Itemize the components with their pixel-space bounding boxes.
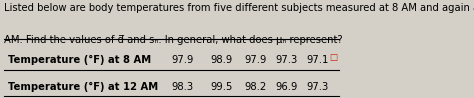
Text: 99.5: 99.5 [210, 82, 233, 92]
Text: 98.3: 98.3 [172, 82, 193, 92]
Text: 97.3: 97.3 [275, 55, 298, 65]
Text: AM. Find the values of d̅ and sₙ. In general, what does μₙ represent?: AM. Find the values of d̅ and sₙ. In gen… [4, 34, 343, 44]
Text: 97.9: 97.9 [172, 55, 194, 65]
Text: □: □ [329, 53, 337, 62]
Text: 98.2: 98.2 [245, 82, 267, 92]
Text: Listed below are body temperatures from five different subjects measured at 8 AM: Listed below are body temperatures from … [4, 3, 474, 13]
Text: 98.9: 98.9 [210, 55, 233, 65]
Text: 96.9: 96.9 [275, 82, 298, 92]
Text: Temperature (°F) at 12 AM: Temperature (°F) at 12 AM [8, 82, 158, 92]
Text: 97.1: 97.1 [306, 55, 328, 65]
Text: 97.3: 97.3 [306, 82, 328, 92]
Text: Temperature (°F) at 8 AM: Temperature (°F) at 8 AM [8, 55, 151, 65]
Text: 97.9: 97.9 [245, 55, 267, 65]
